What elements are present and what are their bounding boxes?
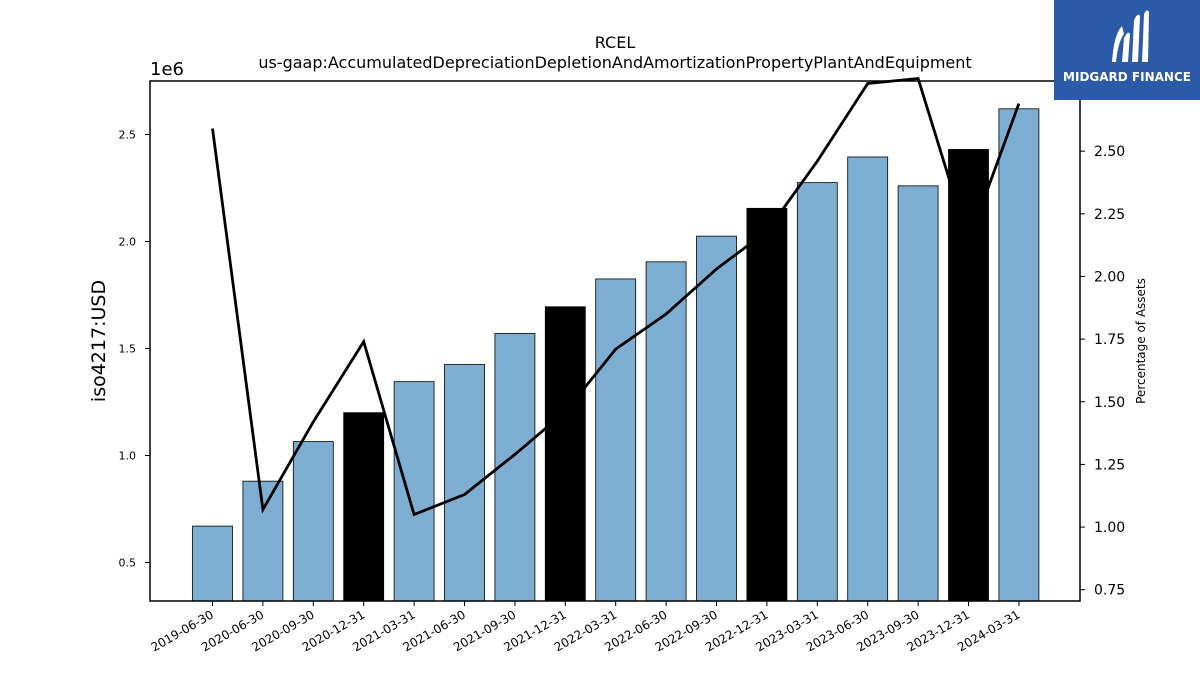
bars-layer <box>192 108 1040 602</box>
y-axis-label: iso4217:USD <box>88 280 110 402</box>
right-axis-ticks: 0.751.001.251.501.752.002.252.502.75 <box>1080 82 1125 599</box>
bar-2023-09-30 <box>897 185 939 602</box>
y2-tick-label: 1.50 <box>1094 395 1125 411</box>
bar-2020-09-30 <box>292 441 334 602</box>
bar-2023-03-31 <box>796 182 838 602</box>
line-layer <box>211 76 1021 517</box>
chart-title: RCEL <box>595 33 636 52</box>
y-tick-label: 0.5 <box>119 556 137 569</box>
plot-frame <box>149 80 1081 602</box>
y2-tick-label: 1.00 <box>1094 520 1125 536</box>
left-axis-ticks: 0.5 1.0 1.5 2.0 2.5 <box>119 128 150 569</box>
bar-2023-12-31 <box>948 149 989 602</box>
bar-2021-09-30 <box>494 333 536 602</box>
y-tick-label: 1.0 <box>119 449 137 462</box>
bar-2022-03-31 <box>595 278 637 602</box>
bar-2024-03-31 <box>998 108 1040 602</box>
y-tick-label: 2.0 <box>119 235 137 248</box>
midgard-logo-icon <box>1112 10 1149 63</box>
percentage-of-assets-line <box>211 76 1021 517</box>
y-tick-label: 1.5 <box>119 342 137 355</box>
logo-text: MIDGARD FINANCE <box>1063 70 1191 84</box>
y-tick-label: 2.5 <box>119 128 137 141</box>
bar-2021-12-31 <box>544 306 586 602</box>
y-offset-label: 1e6 <box>150 59 184 80</box>
bar-2022-12-31 <box>746 207 788 602</box>
y2-tick-label: 1.25 <box>1094 457 1125 473</box>
y2-axis-label: Percentage of Assets <box>1134 278 1148 404</box>
y2-tick-label: 2.25 <box>1094 207 1125 223</box>
y2-tick-label: 0.75 <box>1094 583 1125 599</box>
bar-2019-06-30 <box>192 525 233 602</box>
y2-tick-label: 2.00 <box>1094 269 1125 285</box>
bar-2021-03-31 <box>393 381 435 602</box>
y2-tick-label: 2.50 <box>1094 144 1125 160</box>
chart-subtitle: us-gaap:AccumulatedDepreciationDepletion… <box>258 53 971 72</box>
bar-2022-06-30 <box>645 261 687 602</box>
midgard-finance-logo: MIDGARD FINANCE <box>1054 0 1200 100</box>
bar-2022-09-30 <box>696 235 737 602</box>
x-axis-ticks: 2019-06-302020-06-302020-09-302020-12-31… <box>149 601 1022 654</box>
bar-2023-06-30 <box>847 156 889 602</box>
bar-2020-12-31 <box>343 412 385 602</box>
y2-tick-label: 1.75 <box>1094 332 1125 348</box>
